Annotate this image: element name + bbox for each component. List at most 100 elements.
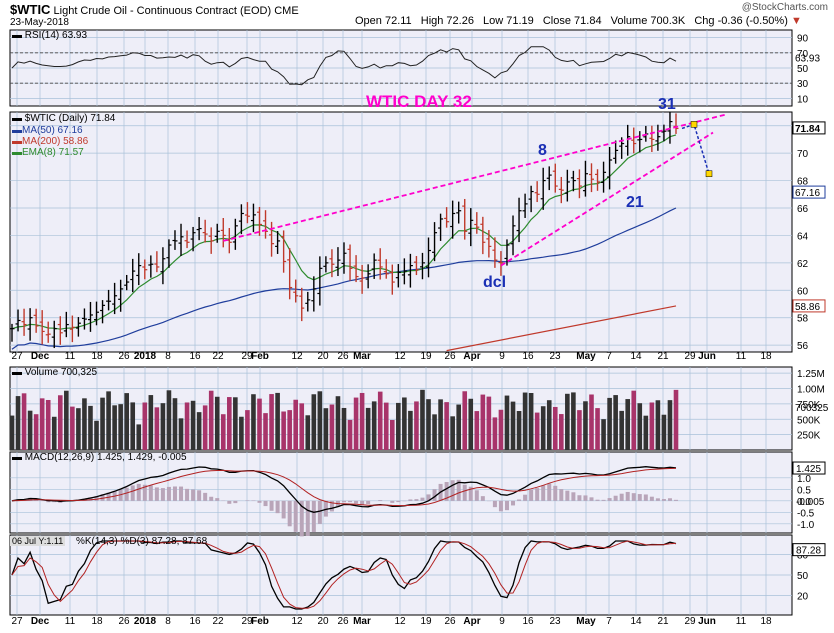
macd-hist-bar xyxy=(215,498,220,501)
macd-hist-bar xyxy=(191,489,196,501)
x-tick-label: Apr xyxy=(463,351,480,362)
ma50-legend: ▬MA(50) 67.16 xyxy=(12,125,83,136)
ohlc-bar xyxy=(347,244,353,281)
ohlc-bar xyxy=(329,249,335,278)
price-tick-label: 56 xyxy=(797,341,809,352)
exchange: CME xyxy=(274,5,299,17)
x-tick-label: 18 xyxy=(760,616,772,627)
volume-bar xyxy=(245,410,250,450)
rsi-tick-label: 30 xyxy=(797,79,809,90)
price-tick-label: 60 xyxy=(797,286,809,297)
stoch-tick-label: 50 xyxy=(797,571,809,582)
ohlc-bar xyxy=(407,253,413,288)
volume-bar xyxy=(70,406,75,450)
ohlc-bar xyxy=(383,259,389,279)
volume-bar xyxy=(251,394,256,450)
macd-hist-bar xyxy=(444,482,449,501)
volume-bar xyxy=(371,401,377,450)
macd-hist-bar xyxy=(571,492,576,501)
macd-hist-bar xyxy=(281,500,286,519)
volume-bar xyxy=(305,415,311,450)
ohlc-bar xyxy=(130,258,136,293)
macd-hist-bar xyxy=(203,492,208,501)
macd-hist-bar xyxy=(420,497,425,501)
ohlc-bar xyxy=(305,291,311,312)
ohlc-bar xyxy=(142,259,148,280)
ohlc-bar xyxy=(263,210,269,239)
ohlc-bar xyxy=(166,239,172,268)
ohlc-bar xyxy=(546,166,552,191)
upper-trendline xyxy=(223,113,726,242)
x-tick-label: 26 xyxy=(444,351,456,362)
ohlc-bar xyxy=(57,316,63,345)
x-tick-label: 2018 xyxy=(134,351,157,362)
macd-hist-bar xyxy=(124,487,129,501)
x-tick-label: 23 xyxy=(549,616,561,627)
macd-tick-label: -0.5 xyxy=(797,508,815,519)
volume-bar xyxy=(208,390,214,450)
ohlc-bar xyxy=(112,282,118,315)
volume-last-value: 700325 xyxy=(795,403,829,414)
ma200-line xyxy=(446,305,677,352)
x-tick-label: 29 xyxy=(684,616,696,627)
x-tick-label: Jun xyxy=(698,616,716,627)
volume-bar xyxy=(64,390,69,450)
macd-hist-bar xyxy=(360,500,365,505)
description: Light Crude Oil - Continuous Contract (E… xyxy=(53,5,272,17)
volume-bar xyxy=(112,405,117,450)
price-last-box xyxy=(792,121,826,135)
x-tick-label: May xyxy=(576,616,596,627)
ohlc-bar xyxy=(281,230,287,273)
macd-last-value: 1.425 xyxy=(796,464,821,475)
macd-hist-bar xyxy=(511,500,516,506)
volume-bar xyxy=(27,410,33,450)
volume-bar xyxy=(311,394,317,450)
ohlc-bar xyxy=(256,206,262,236)
volume-bar xyxy=(661,414,667,450)
volume-tick-label: 250K xyxy=(797,431,821,442)
macd-hist-bar xyxy=(595,499,600,501)
macd-hist-bar xyxy=(160,488,165,501)
ohlc-bar xyxy=(438,213,444,241)
ohlc-bar xyxy=(33,308,39,333)
volume-bar xyxy=(667,400,673,450)
ohlc-bar xyxy=(63,311,69,338)
volume-bar xyxy=(583,401,588,450)
x-tick-label: 16 xyxy=(522,616,534,627)
volume-bar xyxy=(341,407,347,450)
ohlc-bar xyxy=(444,207,450,228)
volume-bar xyxy=(88,405,93,450)
volume-bar xyxy=(444,402,449,450)
volume-bar xyxy=(160,403,166,450)
volume-bar xyxy=(377,391,383,450)
price-tick-label: 68 xyxy=(797,177,809,188)
rsi-label: ▬ RSI(14) 63.93 xyxy=(12,30,88,41)
volume-bar xyxy=(293,399,299,450)
volume-bar xyxy=(462,391,468,450)
macd-hist-bar xyxy=(553,485,558,501)
volume-bar xyxy=(82,398,87,450)
volume-bar xyxy=(637,403,643,450)
ohlc-bar xyxy=(631,127,637,154)
x-tick-label: 18 xyxy=(91,351,103,362)
macd-hist-bar xyxy=(142,484,147,501)
ohlc-bar xyxy=(220,217,226,248)
symbol: $WTIC xyxy=(10,2,51,17)
volume-bar xyxy=(172,398,178,450)
ohlc-bar xyxy=(504,239,510,266)
macd-hist-bar xyxy=(293,500,298,532)
ohlc-bar xyxy=(106,289,112,311)
volume-bar xyxy=(389,419,395,450)
macd-hist-bar xyxy=(28,497,33,501)
ohlc-bar xyxy=(522,193,528,218)
volume-bar xyxy=(335,396,341,450)
x-tick-label: 21 xyxy=(657,616,669,627)
macd-hist-bar xyxy=(46,500,51,503)
volume-bar xyxy=(516,411,522,450)
annotation-title: WTIC DAY 32 xyxy=(366,92,472,111)
macd-hist-bar xyxy=(462,484,467,501)
x-tick-label: 11 xyxy=(736,616,747,627)
stoch-tag: 06 Jul Y:1.11 xyxy=(10,536,66,546)
macd-last-box xyxy=(792,461,826,475)
stoch-label: %K(14,3) %D(3) 87.28, 87.68 xyxy=(76,536,208,547)
